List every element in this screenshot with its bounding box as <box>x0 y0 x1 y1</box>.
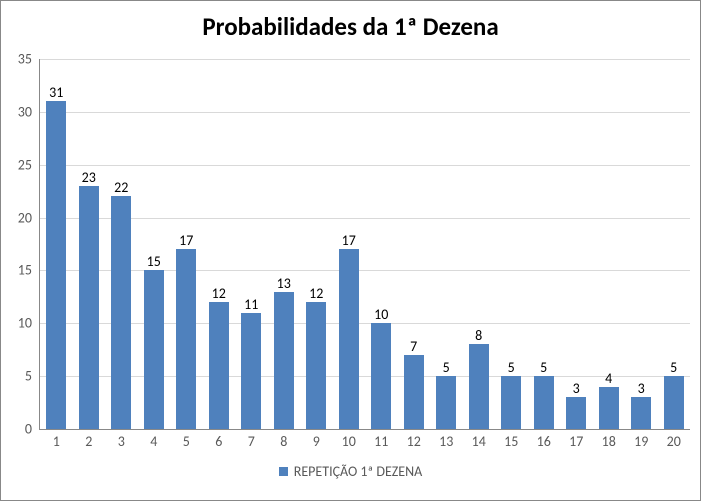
chart-container: Probabilidades da 1ª Dezena 051015202530… <box>0 0 701 501</box>
bar-value-label: 13 <box>277 275 291 292</box>
x-tick-label: 17 <box>569 429 583 450</box>
bar-value-label: 11 <box>244 296 258 313</box>
bar-slot: 129 <box>300 59 333 429</box>
bar-value-label: 12 <box>212 285 226 302</box>
bar-value-label: 23 <box>82 169 96 186</box>
bar-slot: 814 <box>463 59 496 429</box>
x-tick-label: 2 <box>85 429 92 450</box>
y-tick-label: 10 <box>18 315 40 332</box>
bar: 12 <box>306 302 326 429</box>
x-tick-label: 3 <box>118 429 125 450</box>
y-tick-label: 35 <box>18 51 40 68</box>
legend: REPETIÇÃO 1ª DEZENA <box>1 463 700 480</box>
bar: 13 <box>274 292 294 429</box>
bar: 22 <box>111 196 131 429</box>
y-tick-label: 5 <box>25 368 40 385</box>
bar: 3 <box>566 397 586 429</box>
bar-slot: 515 <box>495 59 528 429</box>
bar: 17 <box>339 249 359 429</box>
x-tick-label: 13 <box>439 429 453 450</box>
bar-slot: 154 <box>138 59 171 429</box>
bars: 3112322231541751261171381291710101171251… <box>40 59 690 429</box>
x-tick-label: 9 <box>313 429 320 450</box>
x-tick-label: 11 <box>374 429 388 450</box>
bar: 11 <box>241 313 261 429</box>
bar-slot: 311 <box>40 59 73 429</box>
x-tick-label: 19 <box>634 429 648 450</box>
x-tick-label: 1 <box>53 429 60 450</box>
x-tick-label: 16 <box>537 429 551 450</box>
x-tick-label: 4 <box>150 429 157 450</box>
bar-slot: 319 <box>625 59 658 429</box>
plot-area: 0510152025303531123222315417512611713812… <box>39 59 690 430</box>
bar-value-label: 5 <box>443 359 450 376</box>
bar-slot: 520 <box>658 59 691 429</box>
bar-slot: 138 <box>268 59 301 429</box>
legend-swatch <box>279 467 288 476</box>
bar: 7 <box>404 355 424 429</box>
bar-value-label: 10 <box>374 306 388 323</box>
bar: 23 <box>79 186 99 429</box>
bar-value-label: 17 <box>342 232 356 249</box>
bar-value-label: 22 <box>114 179 128 196</box>
bar-value-label: 7 <box>410 338 417 355</box>
bar-slot: 232 <box>73 59 106 429</box>
bar-value-label: 31 <box>49 84 63 101</box>
bar: 3 <box>631 397 651 429</box>
legend-label: REPETIÇÃO 1ª DEZENA <box>294 463 423 480</box>
x-tick-label: 7 <box>248 429 255 450</box>
bar-value-label: 4 <box>605 370 612 387</box>
x-tick-label: 5 <box>183 429 190 450</box>
bar-value-label: 3 <box>638 380 645 397</box>
y-tick-label: 15 <box>18 262 40 279</box>
x-tick-label: 10 <box>342 429 356 450</box>
bar-slot: 516 <box>528 59 561 429</box>
bar-slot: 117 <box>235 59 268 429</box>
bar: 31 <box>46 101 66 429</box>
x-tick-label: 15 <box>504 429 518 450</box>
y-tick-label: 0 <box>25 421 40 438</box>
bar-slot: 317 <box>560 59 593 429</box>
bar: 8 <box>469 344 489 429</box>
x-tick-label: 6 <box>215 429 222 450</box>
bar-slot: 1710 <box>333 59 366 429</box>
x-tick-label: 12 <box>407 429 421 450</box>
bar: 5 <box>436 376 456 429</box>
y-tick-label: 25 <box>18 156 40 173</box>
bar-slot: 223 <box>105 59 138 429</box>
x-tick-label: 20 <box>667 429 681 450</box>
bar-value-label: 5 <box>508 359 515 376</box>
bar: 5 <box>664 376 684 429</box>
bar-value-label: 5 <box>670 359 677 376</box>
bar-slot: 712 <box>398 59 431 429</box>
bar-slot: 175 <box>170 59 203 429</box>
bar-slot: 513 <box>430 59 463 429</box>
bar-slot: 126 <box>203 59 236 429</box>
bar-value-label: 3 <box>573 380 580 397</box>
bar: 15 <box>144 270 164 429</box>
bar: 10 <box>371 323 391 429</box>
bar-slot: 1011 <box>365 59 398 429</box>
bar: 17 <box>176 249 196 429</box>
bar-value-label: 8 <box>475 327 482 344</box>
bar-value-label: 5 <box>540 359 547 376</box>
bar: 12 <box>209 302 229 429</box>
bar: 5 <box>501 376 521 429</box>
y-tick-label: 20 <box>18 209 40 226</box>
chart-title: Probabilidades da 1ª Dezena <box>1 11 700 42</box>
bar-value-label: 12 <box>309 285 323 302</box>
bar-value-label: 17 <box>179 232 193 249</box>
bar-value-label: 15 <box>147 253 161 270</box>
x-tick-label: 14 <box>472 429 486 450</box>
x-tick-label: 18 <box>602 429 616 450</box>
bar-slot: 418 <box>593 59 626 429</box>
y-tick-label: 30 <box>18 103 40 120</box>
bar: 5 <box>534 376 554 429</box>
bar: 4 <box>599 387 619 429</box>
x-tick-label: 8 <box>280 429 287 450</box>
